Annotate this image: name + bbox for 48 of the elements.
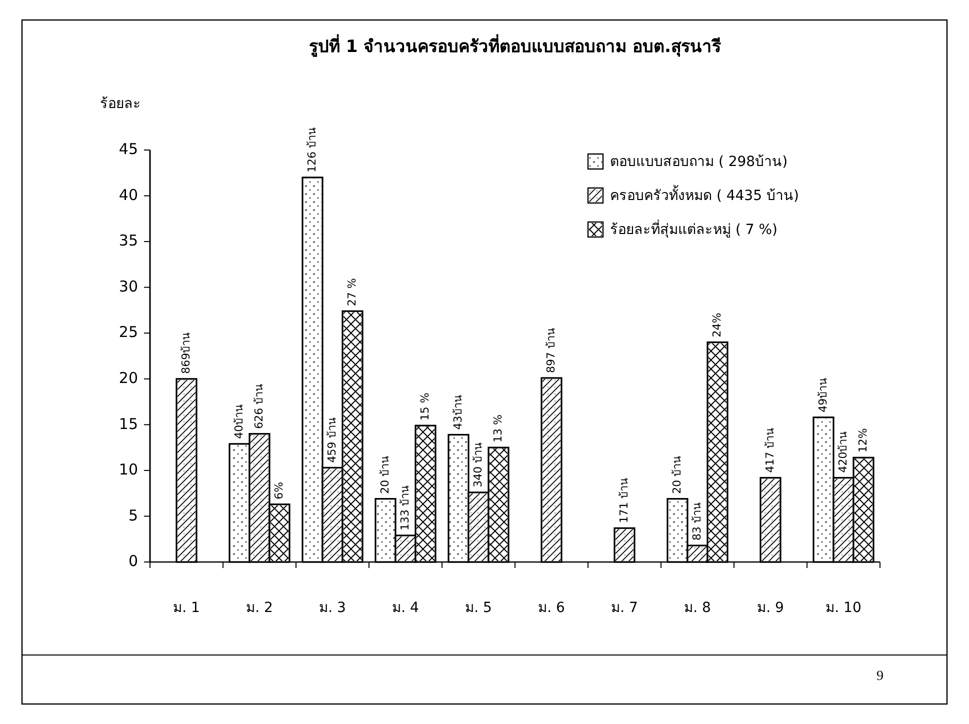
- annotation: 20 บ้าน: [670, 455, 684, 494]
- annotation: 126 บ้าน: [306, 126, 319, 172]
- text: 9: [876, 669, 884, 684]
- y-tick-label: 20: [118, 368, 138, 387]
- annotation: 15 %: [418, 392, 432, 421]
- y-tick-label: 35: [118, 232, 138, 250]
- annotation: 340 บ้าน: [472, 442, 485, 488]
- y-tick-label: 30: [118, 277, 138, 296]
- annotation: 40บ้าน: [232, 404, 246, 439]
- annotation: 27 %: [346, 278, 359, 306]
- x-tick-label: ม. 7: [611, 600, 638, 616]
- annotation: 6%: [272, 482, 286, 500]
- x-tick-label: ม. 9: [757, 600, 784, 616]
- y-tick-label: 0: [128, 552, 138, 570]
- x-tick-label: ม. 3: [319, 600, 346, 616]
- annotation: 626 บ้าน: [252, 383, 266, 429]
- y-tick-label: 10: [118, 460, 138, 479]
- y-axis-title: ร้อยละ: [100, 96, 141, 112]
- y-tick-label: 25: [118, 323, 138, 342]
- annotation: 83 บ้าน: [690, 502, 704, 541]
- annotation: 459 บ้าน: [326, 417, 339, 463]
- x-tick-label: ม. 2: [246, 600, 273, 616]
- x-tick-label: ม. 6: [538, 600, 565, 616]
- legend-label: ครอบครัวทั้งหมด ( 4435 บ้าน): [610, 184, 799, 204]
- y-tick-label: 45: [118, 140, 138, 158]
- x-tick-label: ม. 4: [392, 600, 419, 616]
- y-tick-label: 15: [118, 414, 138, 433]
- annotation: 49บ้าน: [816, 377, 830, 412]
- annotation: 897 บ้าน: [544, 327, 558, 373]
- y-tick-label: 40: [118, 186, 138, 204]
- annotation: 20 บ้าน: [378, 455, 392, 494]
- legend-label: ร้อยละที่สุ่มแต่ละหมู่ ( 7 %): [610, 220, 778, 238]
- annotation: 420บ้าน: [836, 430, 850, 473]
- x-tick-label: ม. 5: [465, 600, 492, 616]
- x-tick-label: ม. 1: [173, 600, 200, 616]
- chart-title: รูปที่ 1 จำนวนครอบครัวที่ตอบแบบสอบถาม อบต.สุรนารี: [308, 34, 722, 58]
- annotation: 13 %: [492, 414, 505, 443]
- legend-label: ตอบแบบสอบถาม ( 298บ้าน): [610, 154, 788, 170]
- annotation: 24%: [710, 312, 724, 338]
- x-tick-label: ม. 8: [684, 600, 711, 616]
- annotation: 12%: [856, 428, 870, 453]
- annotation: 869บ้าน: [180, 332, 193, 374]
- annotation: 171 บ้าน: [618, 478, 631, 524]
- annotation: 43บ้าน: [452, 394, 465, 430]
- y-tick-label: 5: [128, 506, 138, 524]
- annotation: 417 บ้าน: [764, 427, 777, 473]
- x-tick-label: ม. 10: [826, 600, 862, 616]
- annotation: 133 บ้าน: [398, 484, 412, 530]
